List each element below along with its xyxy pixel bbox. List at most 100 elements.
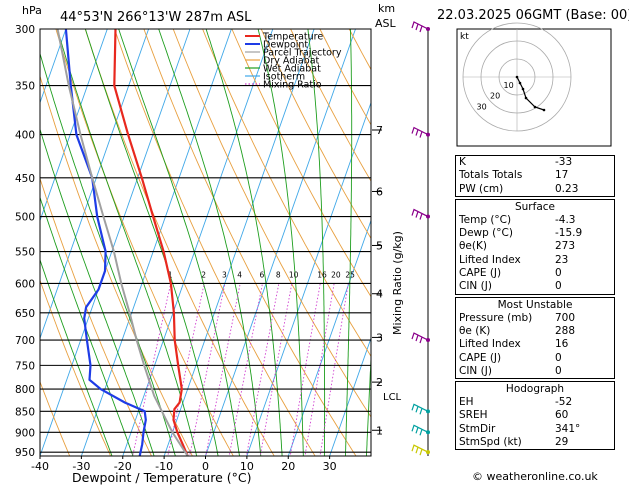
dry-adiabat-line [40, 380, 71, 456]
surface-value: 0 [555, 280, 562, 293]
hodograph-unit: kt [460, 32, 469, 42]
hodograph-point [533, 105, 537, 109]
wind-barb-dot [426, 132, 430, 137]
isotherm-line [287, 219, 371, 456]
plot-frame [39, 28, 372, 457]
wind-barb [411, 208, 429, 220]
location-label: 44°53'N 266°13'W 287m ASL [60, 10, 252, 25]
mixing-ratio-line [246, 283, 280, 456]
wind-barb [411, 403, 429, 415]
isotherm-line [40, 29, 150, 340]
pressure-tick-label: 750 [15, 360, 35, 372]
hodograph-point [518, 81, 522, 85]
hodograph-ring-label: 10 [504, 81, 514, 90]
unstable-label: CAPE (J) [459, 351, 502, 364]
surface-box: Surface Temp (°C) -4.3 Dewp (°C) -15.9 θe(K)… [455, 198, 615, 295]
x-tick-label: 10 [240, 460, 254, 473]
hodograph-point [524, 96, 528, 100]
lcl-label: LCL [383, 392, 402, 403]
parcel-trajectory-profile [56, 29, 189, 456]
unstable-row: CIN (J) 0 [456, 365, 614, 378]
index-value: 17 [555, 169, 569, 182]
wind-barb-dot [426, 214, 430, 219]
mixing-ratio-label: 16 [317, 270, 327, 279]
wind-barb [411, 332, 429, 344]
unstable-label: CIN (J) [459, 364, 492, 377]
unstable-row: Pressure (mb) 700 [456, 312, 614, 325]
x-tick-label: -20 [114, 460, 132, 473]
unstable-value: 16 [555, 338, 569, 351]
mixing-ratio-label: 8 [276, 270, 281, 279]
isotherm-line [80, 29, 232, 456]
mixing-ratio-label: 1 [168, 270, 173, 279]
y-axis-label: Mixing Ratio (g/kg) [391, 231, 404, 335]
km-tick-label: 1 [376, 424, 383, 437]
unstable-label: θe (K) [459, 324, 491, 337]
indices-box: K -33 Totals Totals 17 PW (cm) 0.23 [455, 155, 615, 197]
km-tick-label: 2 [376, 376, 383, 389]
surface-label: Temp (°C) [459, 213, 512, 226]
hodograph-point [521, 87, 525, 91]
wind-barb [411, 424, 429, 436]
index-row: Totals Totals 17 [456, 169, 614, 182]
surface-label: Lifted Index [459, 253, 521, 266]
wind-barb-dot [426, 450, 430, 455]
wind-barb [411, 444, 429, 456]
hodo-stat-row: StmDir 341° [456, 423, 614, 436]
pressure-tick-label: 700 [15, 335, 35, 347]
dry-adiabat-line [319, 29, 371, 126]
hodo-stat-label: EH [459, 396, 474, 409]
isotherm-line [40, 29, 67, 105]
isotherm-line [0, 0, 7, 486]
hodograph-point [542, 108, 546, 112]
unstable-row: CAPE (J) 0 [456, 352, 614, 365]
unstable-label: Pressure (mb) [459, 311, 533, 324]
copyright-text: © weatheronline.co.uk [472, 470, 598, 483]
surface-row: CAPE (J) 0 [456, 267, 614, 280]
hodo-stat-label: StmDir [459, 422, 496, 435]
pressure-tick-label: 800 [15, 384, 35, 396]
legend-item: Temperature [262, 32, 323, 43]
pressure-tick-label: 950 [15, 447, 35, 459]
surface-value: 0 [555, 267, 562, 280]
wet-adiabat-line [345, 29, 353, 456]
legend-item: Wet Adiabat [263, 64, 321, 75]
surface-row: CIN (J) 0 [456, 280, 614, 293]
index-label: Totals Totals [459, 169, 523, 182]
legend-item: Mixing Ratio [263, 80, 322, 91]
hodograph-title: Hodograph [505, 383, 565, 396]
surface-row: Dewp (°C) -15.9 [456, 227, 614, 240]
surface-value: 23 [555, 253, 569, 266]
km-tick-label: 5 [376, 239, 383, 252]
wind-barb-dot [426, 338, 430, 343]
hodo-stat-value: 341° [555, 422, 581, 435]
index-label: K [459, 156, 466, 168]
x-tick-label: 0 [202, 460, 209, 473]
unstable-value: 0 [555, 364, 562, 377]
index-row: PW (cm) 0.23 [456, 183, 614, 196]
stats-panel: K -33 Totals Totals 17 PW (cm) 0.23 Surface T… [455, 155, 615, 451]
pressure-tick-label: 300 [15, 24, 35, 36]
pressure-tick-label: 600 [15, 278, 35, 290]
km-tick-label: 6 [376, 185, 383, 198]
temperature-profile [113, 29, 189, 456]
pressure-unit-label: hPa [22, 4, 42, 17]
isotherm-line [40, 29, 191, 456]
mixing-ratio-line [205, 283, 241, 456]
x-tick-label: 30 [323, 460, 337, 473]
unstable-row: Lifted Index 16 [456, 338, 614, 351]
km-tick-label: 7 [376, 124, 383, 137]
mixing-ratio-label: 6 [259, 270, 264, 279]
km-label: km [378, 2, 395, 15]
hodograph-ring-label: 30 [477, 102, 487, 111]
surface-label: Dewp (°C) [459, 227, 513, 240]
mixing-ratio-label: 25 [345, 270, 355, 279]
mixing-ratio-label: 10 [289, 270, 299, 279]
mixing-ratio-label: 3 [222, 270, 227, 279]
surface-value: -15.9 [555, 227, 583, 240]
surface-row: Lifted Index 23 [456, 254, 614, 267]
unstable-value: 288 [555, 324, 576, 337]
pressure-tick-label: 500 [15, 212, 35, 224]
